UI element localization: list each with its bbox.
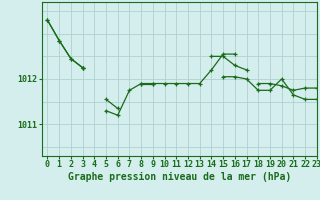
X-axis label: Graphe pression niveau de la mer (hPa): Graphe pression niveau de la mer (hPa): [68, 172, 291, 182]
